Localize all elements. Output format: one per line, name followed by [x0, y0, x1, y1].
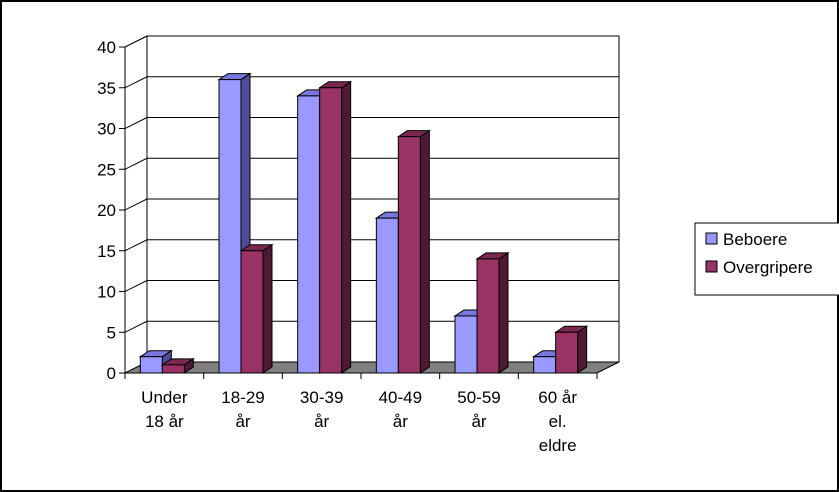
- legend-box: [694, 222, 839, 296]
- y-tick-label: 30: [97, 120, 116, 139]
- bar-overgripere-1: [239, 243, 274, 374]
- bar-overgripere-4: [475, 251, 510, 374]
- bar-front: [319, 87, 343, 374]
- gridline-side: [124, 239, 148, 252]
- bar-overgripere-5: [554, 325, 589, 374]
- x-tick-label: år: [235, 412, 250, 431]
- bar-side: [262, 243, 273, 374]
- y-tick-label: 40: [97, 38, 116, 57]
- bar-front: [139, 356, 163, 374]
- bar-side: [419, 129, 430, 374]
- x-tick-label: 50-59: [457, 388, 500, 407]
- x-tick-label: 18-29: [221, 388, 264, 407]
- bar-front: [375, 217, 399, 374]
- x-tick-label: 18 år: [145, 412, 184, 431]
- y-tick-label: 35: [97, 79, 116, 98]
- bar-front: [454, 315, 478, 374]
- gridline-side: [124, 280, 148, 292]
- bar-front: [555, 331, 579, 374]
- bar-side: [341, 80, 352, 374]
- y-tick-label: 10: [97, 283, 116, 302]
- bar-front: [476, 258, 500, 374]
- gridline-side: [124, 117, 148, 129]
- legend-label-beboere: Beboere: [723, 230, 787, 249]
- x-tick-label: 40-49: [379, 388, 422, 407]
- bar-side: [498, 251, 509, 374]
- x-tick-label: år: [471, 412, 486, 431]
- bar-overgripere-0: [160, 357, 195, 374]
- y-tick-label: 25: [97, 160, 116, 179]
- bar-front: [397, 136, 421, 374]
- x-tick-label: år: [393, 412, 408, 431]
- y-tick-label: 5: [107, 323, 116, 342]
- gridline-side: [124, 76, 148, 89]
- bar-front: [161, 364, 185, 374]
- x-tick-label: Under: [141, 388, 188, 407]
- bar-front: [218, 79, 242, 374]
- legend-swatch-overgripere: [705, 260, 718, 273]
- y-tick-label: 20: [97, 201, 116, 220]
- legend: Beboere Overgripere: [694, 222, 839, 296]
- x-tick-label: el.: [549, 412, 567, 431]
- x-tick-label: 60 år: [538, 388, 577, 407]
- bar-front: [297, 95, 321, 374]
- x-tick-label: år: [314, 412, 329, 431]
- bar-overgripere-2: [318, 80, 353, 374]
- bar-side: [577, 325, 588, 374]
- gridline-side: [124, 320, 148, 333]
- x-tick-label: eldre: [539, 436, 577, 455]
- y-tick-label: 15: [97, 242, 116, 261]
- x-tick-label: 30-39: [300, 388, 343, 407]
- plot-area: 0 5 10 15 20 25 30 35 40 Under 18 år 18-29 år 30-39 år…: [97, 35, 620, 455]
- bar-front: [240, 250, 264, 374]
- gridline-side: [124, 198, 148, 211]
- bar-front: [533, 356, 557, 374]
- gridline-side: [124, 157, 148, 170]
- bar-overgripere-3: [396, 129, 431, 374]
- y-tick-label: 0: [107, 364, 116, 383]
- legend-swatch-beboere: [705, 232, 718, 245]
- legend-label-overgripere: Overgripere: [723, 258, 813, 277]
